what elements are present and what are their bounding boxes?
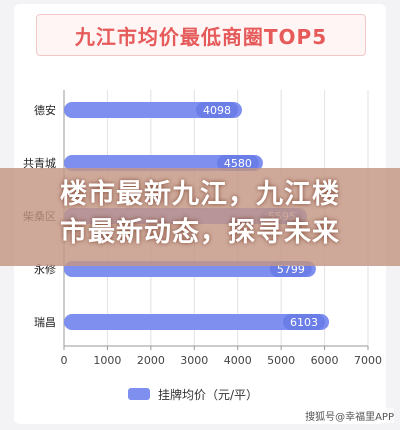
category-label: 瑞昌: [34, 315, 56, 329]
category-label: 德安: [34, 103, 56, 117]
banner-line-2: 市最新动态，探寻未来: [60, 217, 340, 248]
bar-value-pill: [283, 314, 326, 330]
x-tick-label: 4000: [224, 354, 252, 367]
bar-value-label: 5799: [277, 263, 305, 276]
x-tick-label: 3000: [180, 354, 208, 367]
bar: [64, 155, 263, 171]
x-tick-label: 5000: [267, 354, 295, 367]
bar-value-label: 4098: [203, 104, 231, 117]
chart-title: 九江市均价最低商圈TOP5: [74, 24, 328, 49]
chart-title-box: 九江市均价最低商圈TOP5: [36, 14, 366, 56]
legend-swatch: [128, 388, 150, 400]
bar-value-label: 4580: [224, 157, 252, 170]
watermark: 搜狐号@幸福里APP: [305, 408, 394, 423]
legend-label: 挂牌均价（元/平）: [158, 387, 259, 402]
x-tick-label: 6000: [311, 354, 339, 367]
bar-value-pill: [195, 102, 238, 118]
category-label: 共青城: [23, 157, 56, 170]
bar-value-pill: [216, 155, 259, 171]
x-tick-label: 0: [61, 354, 68, 367]
x-tick-label: 1000: [93, 354, 121, 367]
bar-value-label: 6103: [290, 316, 318, 329]
overlay-banner: [0, 168, 400, 266]
legend: 挂牌均价（元/平）: [128, 384, 258, 404]
banner-line-1: 楼市最新九江，九江楼: [60, 179, 340, 210]
bar: [64, 314, 330, 330]
x-tick-label: 2000: [137, 354, 165, 367]
x-tick-label: 7000: [354, 354, 382, 367]
overlay-banner-text: 楼市最新九江，九江楼 市最新动态，探寻未来: [10, 176, 390, 252]
